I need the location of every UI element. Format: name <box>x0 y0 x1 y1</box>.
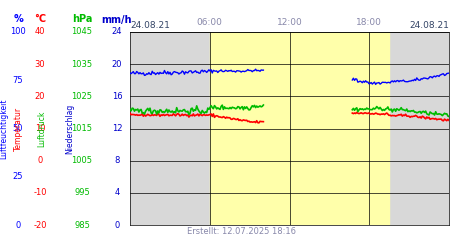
Text: hPa: hPa <box>72 14 92 24</box>
Text: 8: 8 <box>114 156 120 165</box>
Text: 40: 40 <box>35 28 45 36</box>
Text: Temperatur: Temperatur <box>14 106 23 150</box>
Text: Luftfeuchtigkeit: Luftfeuchtigkeit <box>0 98 8 159</box>
Text: 20: 20 <box>112 60 122 69</box>
Text: 24.08.21: 24.08.21 <box>409 20 449 30</box>
Text: 16: 16 <box>112 92 122 101</box>
Text: 24: 24 <box>112 28 122 36</box>
Text: 100: 100 <box>10 28 26 36</box>
Text: 995: 995 <box>74 188 90 197</box>
Text: Niederschlag: Niederschlag <box>65 104 74 154</box>
Text: 4: 4 <box>114 188 120 197</box>
Text: Luftdruck: Luftdruck <box>37 110 46 147</box>
Text: mm/h: mm/h <box>102 14 132 24</box>
Text: 06:00: 06:00 <box>197 18 223 27</box>
Text: 1015: 1015 <box>72 124 93 133</box>
Bar <box>210 32 389 225</box>
Text: -20: -20 <box>33 220 47 230</box>
Text: 0: 0 <box>15 220 21 230</box>
Text: 0: 0 <box>37 156 43 165</box>
Text: 25: 25 <box>13 172 23 181</box>
Text: -10: -10 <box>33 188 47 197</box>
Text: 12: 12 <box>112 124 122 133</box>
Text: 12:00: 12:00 <box>277 18 302 27</box>
Text: 1025: 1025 <box>72 92 93 101</box>
Text: 1005: 1005 <box>72 156 93 165</box>
Text: 75: 75 <box>13 76 23 85</box>
Text: Erstellt: 12.07.2025 18:16: Erstellt: 12.07.2025 18:16 <box>187 228 296 236</box>
Text: 30: 30 <box>35 60 45 69</box>
Text: °C: °C <box>34 14 46 24</box>
Text: 985: 985 <box>74 220 90 230</box>
Text: 50: 50 <box>13 124 23 133</box>
Text: %: % <box>13 14 23 24</box>
Text: 1035: 1035 <box>72 60 93 69</box>
Text: 0: 0 <box>114 220 120 230</box>
Text: 24.08.21: 24.08.21 <box>130 20 170 30</box>
Text: 18:00: 18:00 <box>356 18 382 27</box>
Text: 1045: 1045 <box>72 28 93 36</box>
Text: 10: 10 <box>35 124 45 133</box>
Text: 20: 20 <box>35 92 45 101</box>
